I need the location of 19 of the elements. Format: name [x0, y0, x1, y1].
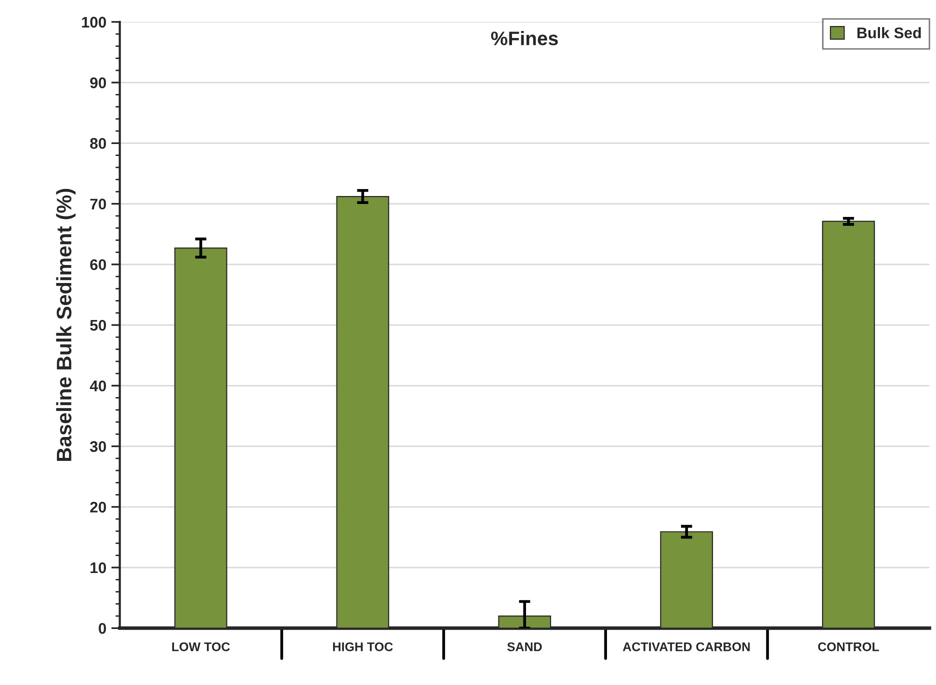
legend-label: Bulk Sed [857, 27, 921, 38]
y-tick-label: 40 [90, 380, 106, 392]
y-tick-label: 70 [90, 198, 106, 210]
y-tick-label: 80 [90, 138, 106, 149]
y-tick-label: 90 [90, 77, 106, 88]
x-tick-label: LOW TOC [172, 642, 230, 652]
y-tick-label: 30 [90, 441, 106, 452]
x-tick-label: CONTROL [818, 642, 879, 652]
x-tick-label: HIGH TOC [333, 642, 393, 652]
y-tick-label: 50 [90, 320, 106, 331]
y-tick-label: 0 [98, 623, 106, 634]
x-tick-label: SAND [507, 642, 542, 652]
x-tick-label: ACTIVATED CARBON [622, 642, 750, 652]
y-tick-label: 60 [90, 259, 106, 270]
y-axis-title: Baseline Bulk Sediment (%) [56, 188, 76, 461]
y-tick-label: 10 [90, 562, 106, 574]
chart-title: %Fines [491, 31, 558, 46]
y-tick-label: 100 [82, 16, 106, 28]
y-tick-label: 20 [90, 502, 106, 513]
